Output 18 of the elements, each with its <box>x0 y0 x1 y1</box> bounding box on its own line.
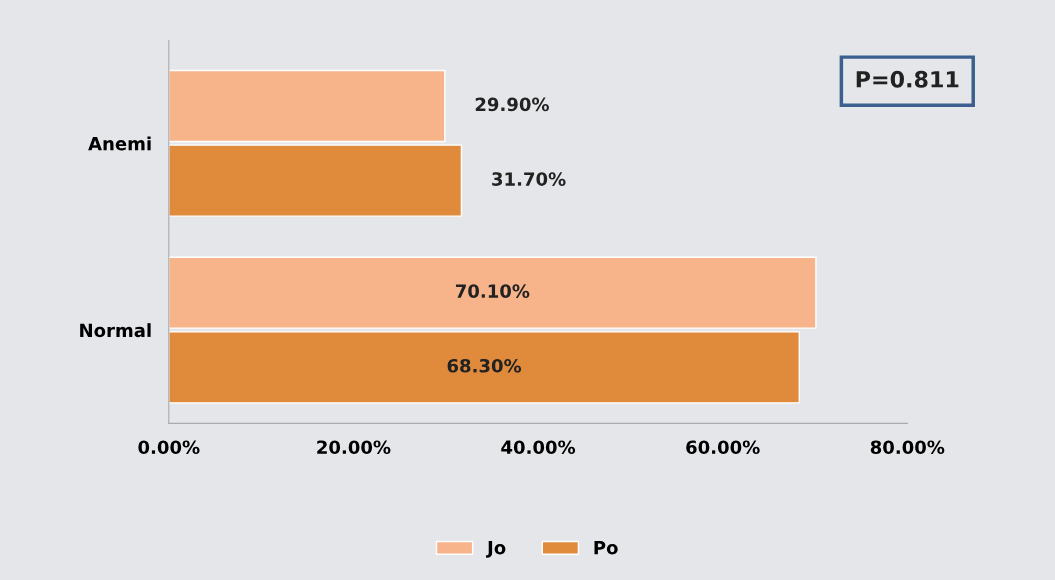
data-label: 31.70% <box>492 172 566 186</box>
x-tick-label: 0.00% <box>138 440 200 455</box>
x-tick-label: 20.00% <box>317 440 391 455</box>
x-tick-label: 40.00% <box>501 440 576 455</box>
bar <box>168 256 817 329</box>
x-tick-label: 80.00% <box>870 440 945 455</box>
legend-label: Po <box>594 541 618 555</box>
data-label: 29.90% <box>475 97 549 112</box>
x-tick-label: 60.00% <box>686 440 760 455</box>
data-label: 68.30% <box>447 358 522 373</box>
bar <box>168 331 800 404</box>
bar <box>168 69 446 143</box>
y-tick-label: Anemi <box>88 136 151 151</box>
data-label: 70.10% <box>455 284 530 298</box>
bar <box>168 144 463 217</box>
legend-label: Jo <box>486 541 506 558</box>
y-tick-label: Normal <box>80 323 151 338</box>
annotation: P=0.811 <box>856 70 959 88</box>
